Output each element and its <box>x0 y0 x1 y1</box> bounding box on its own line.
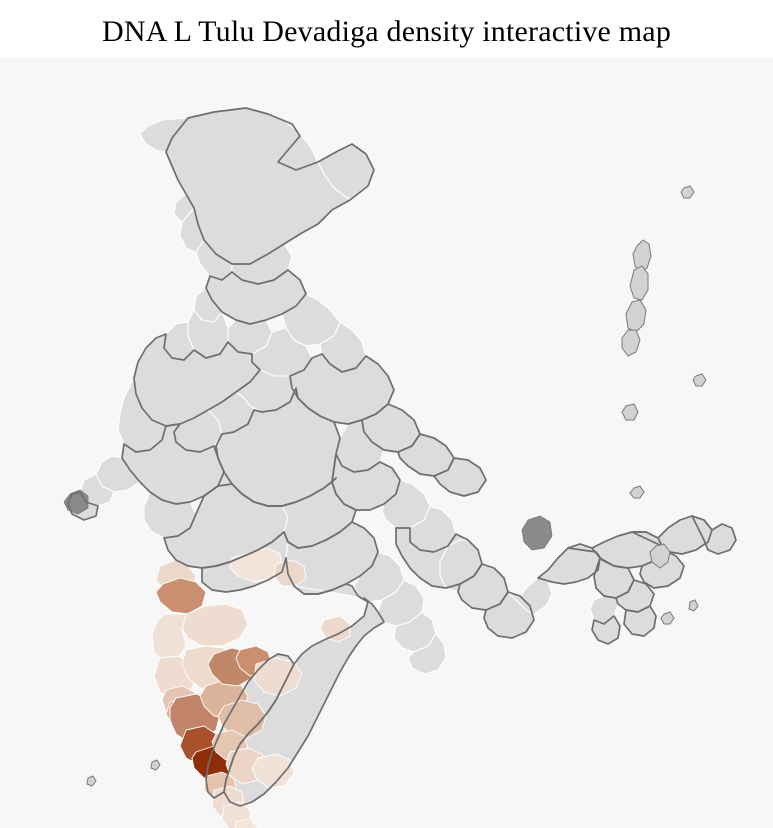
island-lakshadweep-amini[interactable] <box>150 759 161 771</box>
region-coimbatore[interactable] <box>251 753 295 789</box>
island-barren[interactable] <box>680 185 695 199</box>
island-nicobar-small-2[interactable] <box>688 599 699 612</box>
island-nicobar-small-1[interactable] <box>660 611 675 625</box>
region-ernakulam[interactable] <box>234 817 259 828</box>
state-boundary-layer <box>67 107 737 807</box>
map-canvas[interactable] <box>0 58 773 828</box>
island-great-nicobar[interactable] <box>649 543 671 569</box>
island-layer[interactable] <box>86 185 707 828</box>
island-teressa[interactable] <box>692 373 707 387</box>
region-chennai[interactable] <box>319 615 351 643</box>
island-nancowry[interactable] <box>629 485 645 499</box>
india-choropleth-map[interactable] <box>0 58 773 828</box>
island-car-nicobar[interactable] <box>621 403 639 421</box>
region-pune[interactable] <box>179 603 249 647</box>
island-north-andaman[interactable] <box>632 239 652 273</box>
page-title: DNA L Tulu Devadiga density interactive … <box>101 15 672 48</box>
region-hyderabad[interactable] <box>273 559 307 587</box>
island-south-andaman[interactable] <box>625 299 647 333</box>
island-middle-andaman[interactable] <box>629 265 649 301</box>
island-little-andaman[interactable] <box>621 329 641 357</box>
region-anantapur[interactable] <box>253 657 303 697</box>
region-south24parganas-no-data[interactable] <box>521 515 553 551</box>
island-lakshadweep-kavaratti[interactable] <box>86 775 97 787</box>
